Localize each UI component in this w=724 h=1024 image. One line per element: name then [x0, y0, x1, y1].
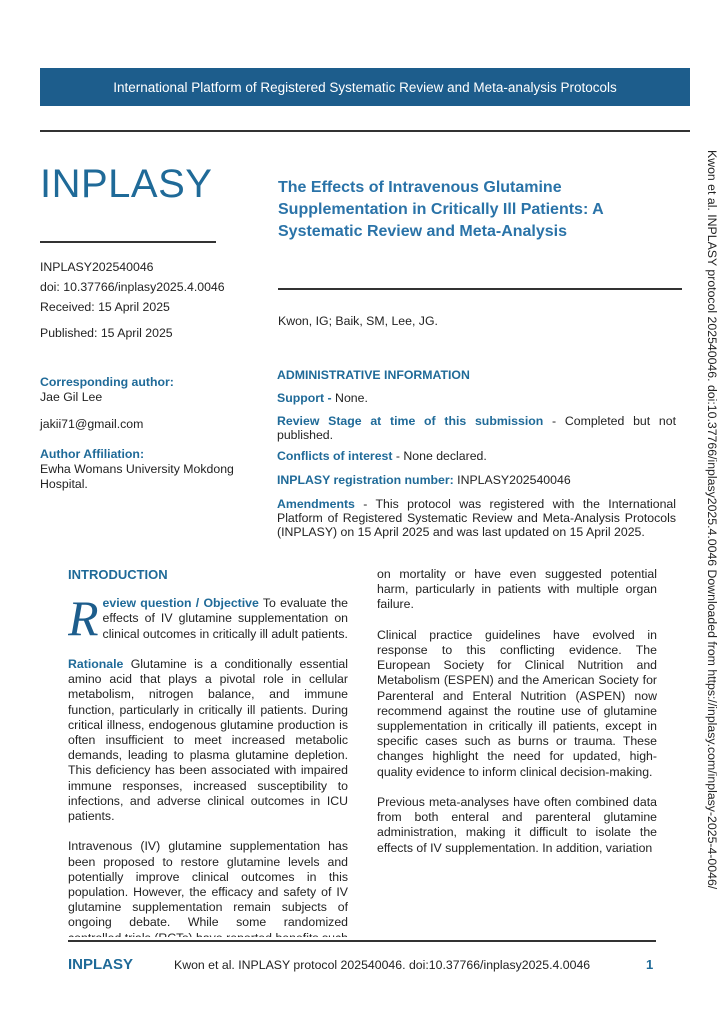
introduction-heading: INTRODUCTION [68, 567, 168, 582]
affiliation-value: Ewha Womans University Mokdong Hospital. [40, 462, 234, 491]
published-date: Published: 15 April 2025 [40, 326, 173, 340]
paragraph-iv-continued: Intravenous (IV) glutamine supplementati… [377, 567, 657, 612]
footer-brand: INPLASY [68, 956, 134, 973]
authors: Kwon, IG; Baik, SM, Lee, JG. [278, 314, 438, 328]
stage-value: - Completed but not published. [277, 414, 676, 442]
amendments-label: Amendments [277, 497, 355, 511]
author-affiliation: Author Affiliation: Ewha Womans Universi… [40, 447, 265, 492]
stage-label: Review Stage at time of this submission [277, 414, 544, 428]
paragraph-previous: Previous meta-analyses have often combin… [377, 795, 657, 855]
drop-cap: R [68, 590, 99, 647]
vertical-citation: Kwon et al. INPLASY protocol 202540046. … [705, 150, 719, 890]
inplasy-logo: INPLASY [40, 162, 213, 206]
rationale-paragraph: Rationale Glutamine is a conditionally e… [68, 657, 348, 824]
admin-heading: ADMINISTRATIVE INFORMATION [277, 368, 470, 382]
corresponding-author: Corresponding author: Jae Gil Lee jakii7… [40, 375, 260, 432]
affiliation-label: Author Affiliation: [40, 447, 145, 461]
admin-registration: INPLASY registration number: INPLASY2025… [277, 473, 676, 487]
divider [40, 130, 690, 132]
registration-id: INPLASY202540046 [40, 260, 154, 274]
admin-amendments: Amendments - This protocol was registere… [277, 497, 676, 539]
article-title: The Effects of Intravenous Glutamine Sup… [278, 179, 604, 240]
rationale-text: Glutamine is a conditionally essential a… [68, 657, 348, 824]
registration-value: INPLASY202540046 [453, 473, 571, 487]
footer-citation: Kwon et al. INPLASY protocol 202540046. … [174, 958, 591, 972]
paragraph-iv: Intravenous (IV) glutamine supplementati… [68, 839, 348, 937]
support-label: Support - [277, 391, 332, 405]
conflicts-label: Conflicts of interest [277, 449, 393, 463]
body-column-right: Intravenous (IV) glutamine supplementati… [377, 567, 657, 937]
corresponding-label: Corresponding author: [40, 375, 174, 389]
divider [278, 288, 682, 290]
banner-text: International Platform of Registered Sys… [113, 79, 617, 95]
conflicts-value: - None declared. [392, 449, 487, 463]
doi[interactable]: doi: 10.37766/inplasy2025.4.0046 [40, 280, 225, 294]
divider [40, 241, 216, 243]
admin-support: Support - None. [277, 391, 676, 405]
journal-banner: International Platform of Registered Sys… [40, 68, 690, 106]
rationale-label: Rationale [68, 657, 124, 671]
registration-label: INPLASY registration number: [277, 473, 454, 487]
objective-text: To evaluate the effects of IV glutamine … [102, 596, 348, 641]
corresponding-email[interactable]: jakii71@gmail.com [40, 417, 144, 431]
footer-divider [68, 940, 656, 942]
amendments-value: - This protocol was registered with the … [277, 497, 676, 539]
admin-stage: Review Stage at time of this submission … [277, 414, 676, 442]
objective-label: eview question / Objective [102, 596, 259, 611]
page-number: 1 [646, 957, 654, 972]
corresponding-name: Jae Gil Lee [40, 390, 103, 404]
received-date: Received: 15 April 2025 [40, 300, 170, 314]
support-value: None. [331, 391, 368, 405]
paragraph-guidelines: Clinical practice guidelines have evolve… [377, 627, 657, 779]
admin-conflicts: Conflicts of interest - None declared. [277, 449, 676, 463]
